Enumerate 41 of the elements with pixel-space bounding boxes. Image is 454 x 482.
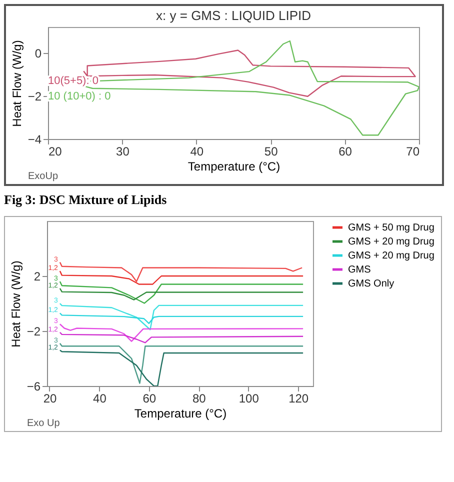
y-tick-label: −2 [28, 89, 42, 104]
x-tick-label: 80 [192, 392, 206, 406]
x-tick-label: 40 [93, 392, 107, 406]
legend-label: GMS + 20 mg Drug [348, 236, 434, 248]
y-tick-label: −2 [26, 324, 41, 338]
x-tick-label: 120 [288, 392, 309, 406]
legend-label: GMS + 50 mg Drug [348, 222, 434, 234]
x-tick-label: 20 [48, 144, 62, 158]
line-series [59, 262, 303, 282]
y-tick-label: −6 [26, 380, 41, 394]
y-tick-label: 0 [34, 46, 42, 60]
line-series [59, 288, 304, 300]
x-tick-label: 70 [406, 144, 420, 158]
y-axis-title: Heat Flow (W/g) [8, 260, 23, 348]
x-tick-label: 60 [338, 144, 352, 158]
x-tick-label: 40 [190, 144, 204, 158]
x-tick-label: 60 [142, 392, 156, 406]
x-tick-label: 50 [264, 144, 278, 158]
x-axis-title: Temperature (°C) [134, 406, 227, 420]
x-tick-label: 30 [116, 144, 130, 158]
line-series [59, 342, 304, 384]
text: Exo Up [27, 418, 60, 429]
y-tick-label: 2 [34, 270, 41, 284]
line-series [59, 302, 304, 330]
line-series [59, 332, 304, 344]
y-axis-title: Heat Flow (W/g) [10, 40, 24, 127]
y-tick-label: −4 [28, 132, 42, 146]
legend-label: GMS [348, 264, 372, 276]
text: ExoUp [28, 171, 58, 182]
line-series [59, 312, 304, 324]
line-series [59, 324, 304, 342]
line-series [59, 350, 304, 386]
caption: Fig 3: DSC Mixture of Lipids [4, 192, 168, 208]
chart-title: x: y = GMS : LIQUID LIPID [156, 8, 311, 23]
x-axis-title: Temperature (°C) [188, 160, 280, 174]
legend-label: GMS + 20 mg Drug [348, 250, 434, 262]
line-series [59, 280, 304, 304]
x-tick-label: 100 [238, 392, 260, 406]
legend-label: GMS Only [348, 278, 394, 290]
line-series [59, 270, 304, 285]
x-tick-label: 20 [43, 392, 57, 406]
